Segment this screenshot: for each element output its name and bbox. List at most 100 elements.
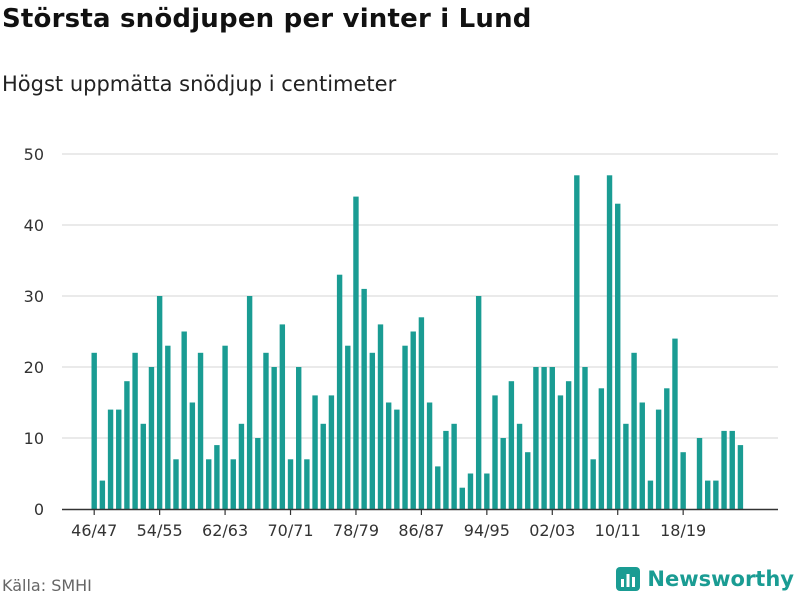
y-axis-tick-labels: 0 10 20 30 40 50 [24, 145, 44, 519]
bar-68/69 [271, 367, 277, 509]
bar-08/09 [598, 388, 605, 509]
bar-58/59 [189, 402, 196, 509]
x-tick-label: 10/11 [595, 521, 641, 540]
bar-47/48 [99, 480, 106, 509]
bar-12/13 [631, 352, 637, 509]
bar-17/18 [672, 338, 678, 509]
bar-23/24 [721, 430, 727, 509]
bars [91, 175, 744, 510]
bar-85/86 [410, 331, 416, 509]
bar-82/83 [385, 402, 392, 509]
bar-13/14 [639, 402, 645, 509]
bar-64/65 [238, 423, 245, 509]
y-tick-label: 50 [24, 145, 44, 164]
bar-56/57 [173, 459, 179, 509]
bar-63/64 [230, 459, 236, 509]
bar-95/96 [492, 395, 498, 509]
bar-48/49 [107, 409, 114, 509]
bar-70/71 [287, 459, 294, 509]
x-tick-label: 46/47 [71, 521, 117, 540]
bar-80/81 [369, 352, 376, 509]
bar-53/54 [148, 367, 155, 509]
bar-77/78 [345, 345, 351, 509]
bar-46/47 [91, 352, 97, 509]
bar-20/21 [696, 438, 703, 509]
bar-54/55 [156, 296, 163, 509]
bar-69/70 [279, 324, 286, 509]
y-tick-label: 0 [34, 500, 44, 519]
bar-24/25 [729, 430, 735, 509]
bar-93/94 [475, 296, 482, 509]
bar-72/73 [304, 459, 310, 509]
bar-52/53 [140, 423, 146, 509]
bar-60/61 [206, 459, 212, 509]
bar-87/88 [426, 402, 433, 509]
bar-88/89 [435, 466, 441, 509]
y-tick-label: 40 [24, 216, 44, 235]
bar-86/87 [418, 317, 425, 509]
bar-07/08 [590, 459, 596, 509]
brand-logo: Newsworthy [615, 566, 794, 592]
x-tick-label: 86/87 [398, 521, 444, 540]
bar-66/67 [255, 438, 261, 509]
bar-67/68 [263, 352, 269, 509]
bar-74/75 [320, 423, 326, 509]
bar-14/15 [647, 480, 654, 509]
bar-83/84 [394, 409, 400, 509]
bar-51/52 [132, 352, 138, 509]
bar-11/12 [623, 423, 629, 509]
bar-91/92 [459, 487, 465, 509]
x-tick-label: 94/95 [464, 521, 510, 540]
bar-03/04 [557, 395, 564, 509]
bar-65/66 [246, 296, 253, 509]
bar-62/63 [222, 345, 228, 509]
bar-01/02 [541, 367, 547, 509]
bar-98/99 [516, 423, 523, 509]
x-tick-label: 02/03 [529, 521, 575, 540]
x-tick-label: 78/79 [333, 521, 379, 540]
bar-94/95 [484, 473, 490, 509]
bar-55/56 [165, 345, 171, 509]
bar-92/93 [467, 473, 474, 509]
bar-15/16 [655, 409, 662, 509]
bar-78/79 [353, 196, 359, 509]
bar-16/17 [664, 388, 670, 509]
x-axis: 46/47 54/55 62/63 70/71 78/79 86/87 94/95 02/03… [62, 508, 778, 540]
x-tick-label: 18/19 [660, 521, 706, 540]
bar-04/05 [565, 381, 572, 509]
bar-05/06 [574, 175, 580, 510]
bar-75/76 [328, 395, 335, 509]
bar-50/51 [124, 381, 130, 509]
x-tick-label: 54/55 [137, 521, 183, 540]
source-label: Källa: SMHI [2, 576, 92, 595]
bar-99/00 [525, 452, 531, 509]
x-tick-label: 70/71 [267, 521, 313, 540]
bar-57/58 [181, 331, 187, 509]
bar-71/72 [296, 367, 302, 509]
bar-90/91 [451, 423, 457, 509]
bar-02/03 [549, 367, 555, 509]
bar-21/22 [705, 480, 711, 509]
bar-73/74 [312, 395, 318, 509]
bar-18/19 [680, 452, 686, 509]
chart-title: Största snödjupen per vinter i Lund [2, 4, 532, 34]
brand-name: Newsworthy [647, 567, 794, 591]
bar-79/80 [361, 288, 367, 509]
bar-84/85 [402, 345, 408, 509]
bar-89/90 [443, 430, 449, 509]
bar-22/23 [713, 480, 719, 509]
chart-subtitle: Högst uppmätta snödjup i centimeter [2, 72, 397, 96]
bar-96/97 [500, 438, 506, 509]
x-tick-label: 62/63 [202, 521, 248, 540]
bar-81/82 [377, 324, 384, 509]
bar-25/26 [737, 445, 744, 509]
y-tick-label: 10 [24, 429, 44, 448]
bar-61/62 [214, 445, 220, 509]
bar-09/10 [606, 175, 613, 510]
y-tick-label: 20 [24, 358, 44, 377]
bar-10/11 [615, 203, 621, 509]
bar-00/01 [533, 367, 539, 509]
newsworthy-logo-icon [616, 567, 641, 591]
y-tick-label: 30 [24, 287, 44, 306]
